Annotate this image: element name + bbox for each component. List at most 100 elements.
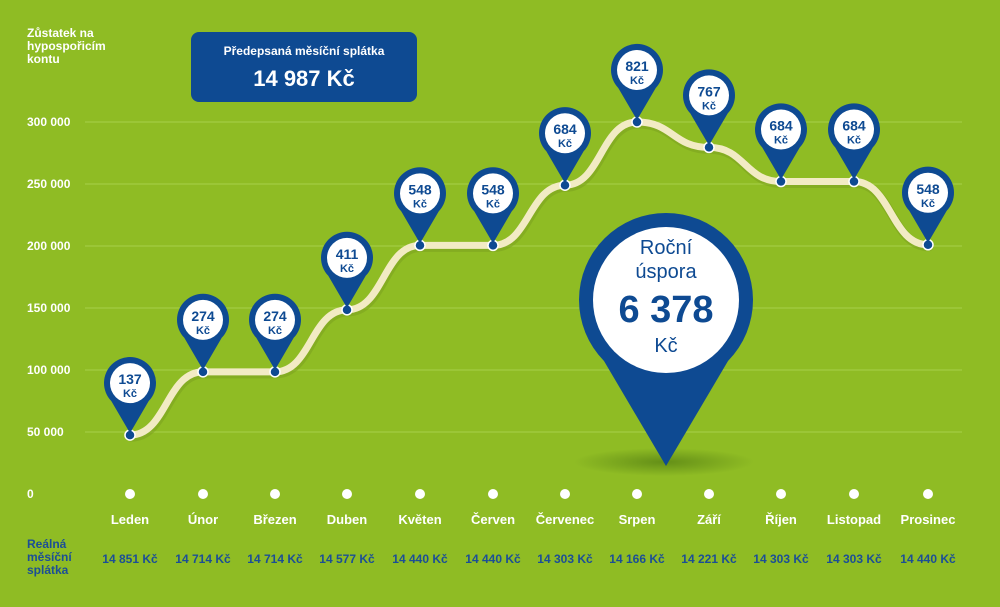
x-tick-label: Červen xyxy=(471,512,515,527)
category-dot xyxy=(342,489,352,499)
value-pin-amount: 411 xyxy=(336,246,359,262)
value-pin-face xyxy=(473,173,513,214)
y-tick-label: 200 000 xyxy=(27,239,71,253)
value-pin-face xyxy=(110,363,150,404)
value-pin-unit: Kč xyxy=(847,135,861,147)
payment-label: 14 303 Kč xyxy=(753,552,809,566)
value-pin-unit: Kč xyxy=(630,75,644,87)
y-tick-label: 100 000 xyxy=(27,363,71,377)
value-pin-unit: Kč xyxy=(702,100,716,112)
x-tick-label: Duben xyxy=(327,512,368,527)
prescribed-payment-title: Předepsaná měsíční splátka xyxy=(223,44,385,58)
y-tick-label: 300 000 xyxy=(27,115,71,129)
series-line-path xyxy=(126,118,932,439)
x-tick-label: Prosinec xyxy=(901,512,956,527)
payment-label: 14 440 Kč xyxy=(900,552,956,566)
value-pin-unit: Kč xyxy=(340,263,354,275)
payment-label: 14 303 Kč xyxy=(537,552,593,566)
value-pins: 137Kč274Kč274Kč411Kč548Kč548Kč684Kč821Kč… xyxy=(104,43,954,434)
value-pin-face xyxy=(400,173,440,214)
y-axis-title: Zůstatek na hypospořicím kontu xyxy=(27,26,106,66)
gridlines xyxy=(85,121,962,433)
value-pin-amount: 137 xyxy=(118,371,142,387)
category-dot xyxy=(849,489,859,499)
y-tick-label: 250 000 xyxy=(27,177,71,191)
category-dots xyxy=(125,489,933,499)
value-pin-unit: Kč xyxy=(196,325,210,337)
value-pin-unit: Kč xyxy=(921,198,935,210)
value-pin-amount: 684 xyxy=(553,121,577,137)
savings-value: 6 378 xyxy=(618,289,713,331)
value-pin-amount: 767 xyxy=(697,83,721,99)
value-pin-amount: 274 xyxy=(191,308,215,324)
payment-label: 14 440 Kč xyxy=(465,552,521,566)
value-pin-amount: 684 xyxy=(769,118,793,134)
savings-title-line1: Roční xyxy=(640,237,693,259)
category-dot xyxy=(125,489,135,499)
value-pin-amount: 274 xyxy=(263,308,287,324)
savings-unit: Kč xyxy=(654,335,677,357)
category-dot xyxy=(923,489,933,499)
value-pin-unit: Kč xyxy=(558,138,572,150)
category-dot xyxy=(415,489,425,499)
category-dot xyxy=(488,489,498,499)
category-dot xyxy=(198,489,208,499)
category-dot xyxy=(632,489,642,499)
x-tick-label: Květen xyxy=(398,512,441,527)
value-pin-face xyxy=(183,299,223,340)
x-tick-label: Srpen xyxy=(619,512,656,527)
value-pin-face xyxy=(908,172,948,213)
x-tick-labels: Leden Únor Březen Duben Květen Červen Červenec… xyxy=(111,512,956,527)
value-pin-face xyxy=(545,113,585,154)
payment-label: 14 166 Kč xyxy=(609,552,665,566)
payment-label: 14 851 Kč xyxy=(102,552,158,566)
x-tick-label: Říjen xyxy=(765,512,797,527)
x-tick-label: Listopad xyxy=(827,512,881,527)
value-pin-face xyxy=(327,237,367,278)
x-tick-label: Červenec xyxy=(536,512,595,527)
value-pin-unit: Kč xyxy=(774,135,788,147)
value-pin-amount: 548 xyxy=(408,181,432,197)
value-pin-face xyxy=(761,109,801,150)
value-pin-unit: Kč xyxy=(123,388,137,400)
value-pin-unit: Kč xyxy=(413,198,427,210)
payment-label: 14 221 Kč xyxy=(681,552,737,566)
category-dot xyxy=(776,489,786,499)
x-tick-label: Březen xyxy=(253,512,296,527)
value-pin-amount: 684 xyxy=(842,118,866,134)
y-tick-label: 50 000 xyxy=(27,425,64,439)
payment-label: 14 440 Kč xyxy=(392,552,448,566)
value-pin-amount: 821 xyxy=(625,58,649,74)
savings-title-line2: úspora xyxy=(635,261,697,283)
value-pin-face xyxy=(689,75,729,116)
prescribed-payment-value: 14 987 Kč xyxy=(253,66,355,91)
series-line-shadow xyxy=(126,119,934,442)
payment-label: 14 714 Kč xyxy=(247,552,303,566)
value-pin-unit: Kč xyxy=(486,198,500,210)
category-dot xyxy=(270,489,280,499)
payment-label: 14 577 Kč xyxy=(319,552,375,566)
payment-label: 14 714 Kč xyxy=(175,552,231,566)
value-pin-unit: Kč xyxy=(268,325,282,337)
data-points xyxy=(124,116,934,441)
savings-pin-face xyxy=(593,227,739,373)
x-tick-label: Leden xyxy=(111,512,149,527)
x-tick-label: Září xyxy=(697,512,721,527)
value-pin-face xyxy=(617,50,657,90)
payment-label: 14 303 Kč xyxy=(826,552,882,566)
payment-labels: 14 851 Kč 14 714 Kč 14 714 Kč 14 577 Kč 14 4… xyxy=(102,552,956,566)
